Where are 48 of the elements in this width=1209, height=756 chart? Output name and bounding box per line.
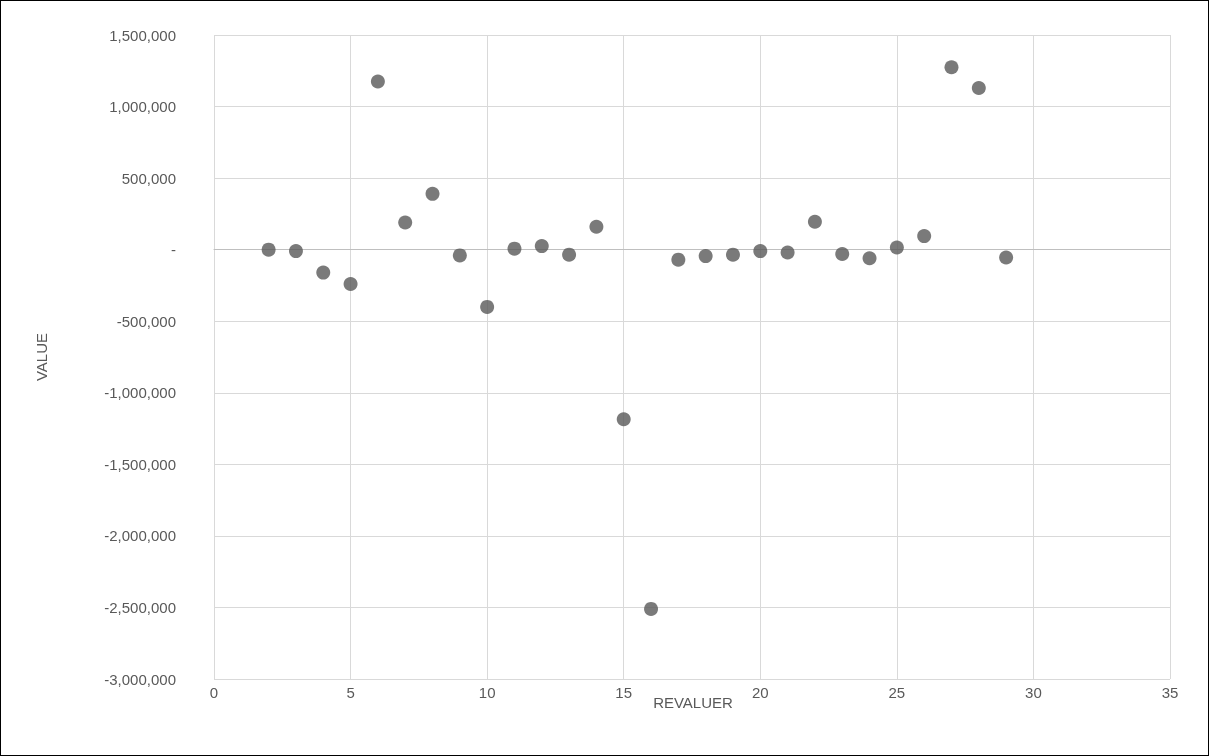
point [917,229,932,244]
x-tick-label: 15 [615,684,633,701]
point [480,299,495,314]
point [616,412,631,427]
y-tick-label: -500,000 [116,312,176,330]
point [534,239,549,254]
y-tick-label: -2,000,000 [104,527,176,545]
x-tick-label: 20 [751,684,769,701]
point [507,241,522,256]
y-tick-label: -3,000,000 [104,670,176,688]
y-tick-label: 1,000,000 [109,98,176,116]
y-tick-label: 500,000 [121,169,176,187]
x-tick-label: 30 [1025,684,1042,701]
y-tick-label: - [171,241,176,259]
point [889,240,904,255]
point [589,219,604,234]
x-tick-label: 5 [346,684,355,701]
y-axis-title: VALUE [33,332,50,382]
point [261,242,276,257]
x-tick-label: 10 [478,684,496,701]
point [753,244,768,259]
point [562,247,577,262]
point [316,265,331,280]
point [671,252,686,267]
point [398,215,413,230]
point [835,246,850,261]
y-tick-label: -1,500,000 [104,455,176,473]
x-tick-label: 25 [888,684,906,701]
point [807,214,822,229]
point [944,60,959,75]
point [725,247,740,262]
point [452,248,467,263]
point [999,250,1014,265]
point [288,244,303,259]
point [780,245,795,260]
point [343,277,358,292]
x-tick-label: 35 [1161,684,1179,701]
point [644,601,659,616]
point [862,251,877,266]
point [425,186,440,201]
point [370,74,385,89]
point [971,80,986,95]
x-axis-title: REVALUER [653,694,734,711]
y-tick-label: -2,500,000 [104,598,176,616]
point [698,249,713,264]
y-tick-label: 1,500,000 [109,26,176,44]
x-tick-label: 0 [209,684,219,701]
y-tick-label: -1,000,000 [104,384,176,402]
